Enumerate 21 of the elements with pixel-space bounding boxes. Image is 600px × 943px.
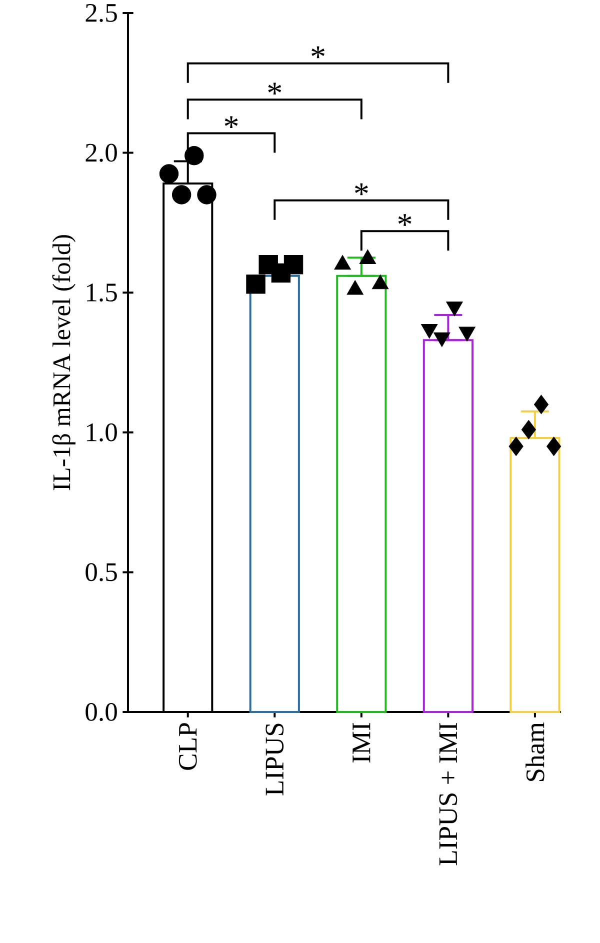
x-tick-label: LIPUS (266, 724, 284, 796)
y-tick-label: 2.5 (86, 4, 117, 22)
annotation: * (398, 214, 412, 226)
x-tick-label: IMI (352, 722, 370, 763)
annotation: * (354, 183, 368, 196)
y-tick-label: 2.0 (86, 144, 117, 162)
x-tick-label: CLP (178, 723, 197, 770)
bar (422, 339, 474, 713)
bar (336, 274, 387, 713)
y-axis-title: IL-1β mRNA level (fold) (52, 235, 76, 490)
bar (249, 274, 300, 713)
annotation: * (268, 82, 282, 94)
bar (510, 436, 560, 713)
x-tick-label: LIPUS + IMI (439, 723, 458, 866)
y-tick-label: 1.0 (86, 423, 117, 442)
x-tick-label: Sham (526, 722, 544, 781)
y-tick-label: 0.5 (86, 563, 117, 582)
y-tick-label: 0.0 (86, 702, 117, 722)
y-tick-label: 1.5 (86, 284, 117, 302)
annotation: * (224, 116, 238, 128)
annotation: * (312, 46, 324, 58)
